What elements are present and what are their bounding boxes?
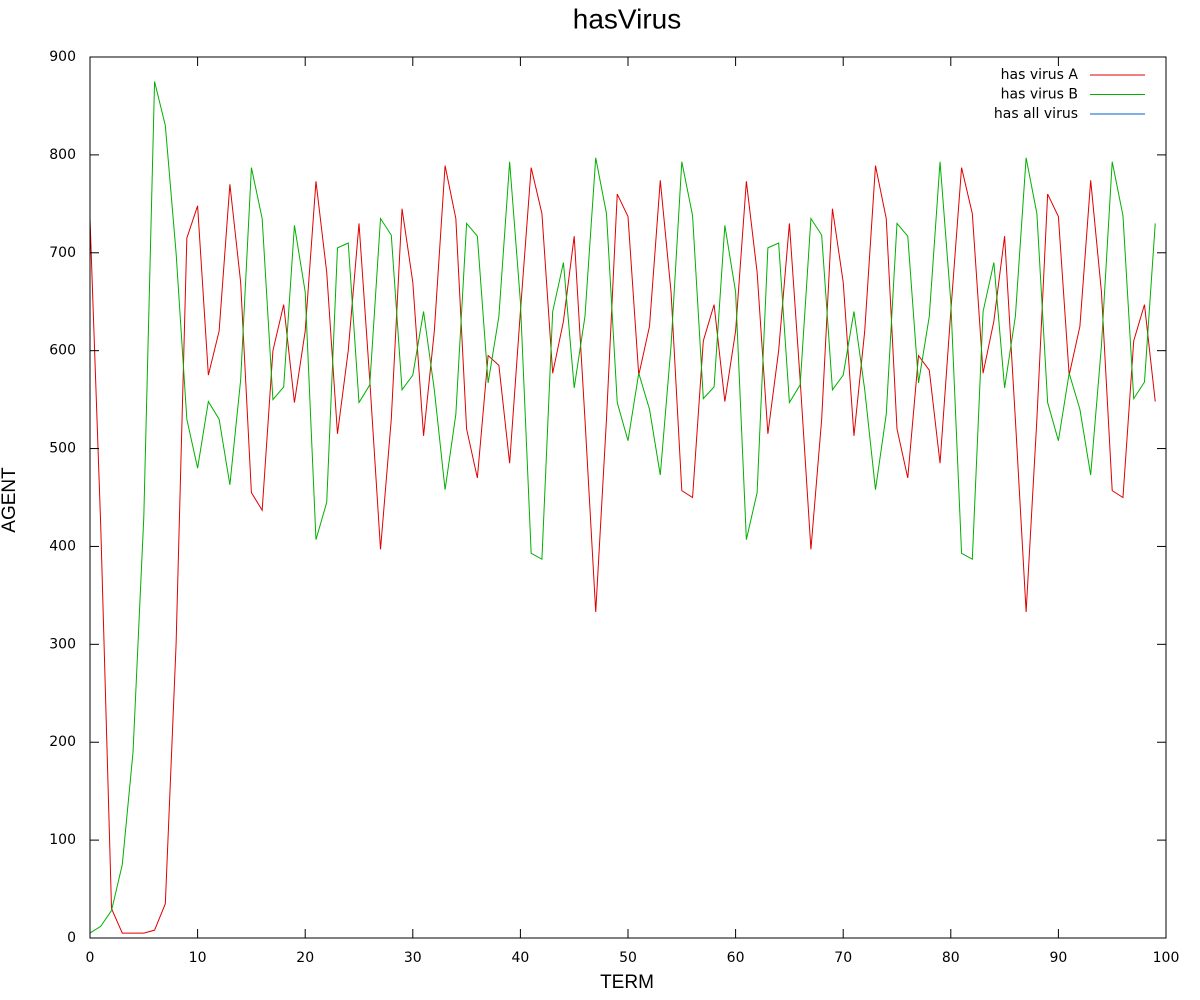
y-tick-label: 0 xyxy=(67,930,76,946)
x-tick-label: 80 xyxy=(942,950,960,966)
x-tick-label: 10 xyxy=(189,950,207,966)
x-tick-label: 0 xyxy=(86,950,95,966)
data-line xyxy=(89,81,1156,934)
data-line xyxy=(89,165,1156,934)
y-tick-label: 400 xyxy=(49,538,76,554)
x-tick-label: 100 xyxy=(1153,950,1180,966)
legend-label: has virus B xyxy=(1001,87,1078,103)
y-tick-label: 200 xyxy=(49,734,76,750)
x-tick-label: 90 xyxy=(1049,950,1067,966)
legend-label: has virus A xyxy=(1001,67,1079,83)
legend-label: has all virus xyxy=(994,106,1078,122)
x-tick-label: 60 xyxy=(727,950,745,966)
x-tick-label: 30 xyxy=(404,950,422,966)
y-tick-label: 600 xyxy=(49,343,76,359)
x-tick-label: 50 xyxy=(619,950,637,966)
x-tick-label: 70 xyxy=(834,950,852,966)
y-tick-label: 100 xyxy=(49,832,76,848)
y-tick-label: 900 xyxy=(49,49,76,65)
y-tick-label: 800 xyxy=(49,147,76,163)
y-tick-label: 300 xyxy=(49,636,76,652)
y-tick-label: 500 xyxy=(49,441,76,457)
y-axis-label: AGENT xyxy=(0,467,20,533)
chart-title: hasVirus xyxy=(573,3,681,34)
y-tick-label: 700 xyxy=(49,245,76,261)
plot-frame xyxy=(89,56,1167,939)
x-tick-label: 20 xyxy=(296,950,314,966)
x-axis-label: TERM xyxy=(600,972,654,993)
x-tick-label: 40 xyxy=(511,950,529,966)
